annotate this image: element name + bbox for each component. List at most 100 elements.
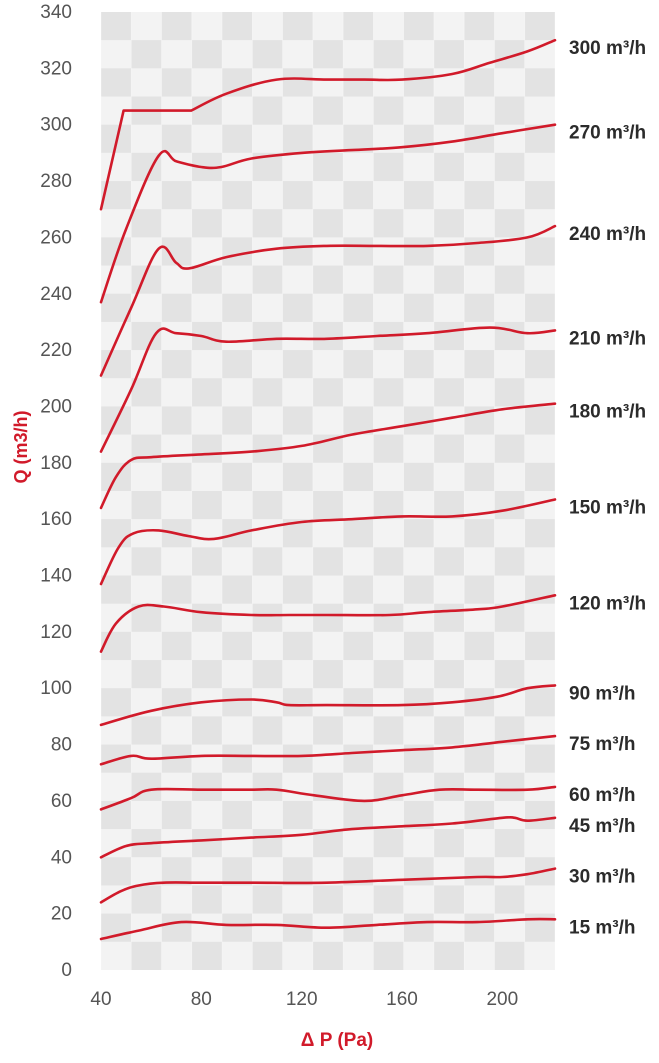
grid-cell [403,96,434,125]
grid-cell [343,744,374,773]
grid-cell [191,885,223,914]
grid-cell [161,152,192,182]
grid-cell [343,800,374,830]
grid-cell [403,603,434,632]
grid-cell [252,575,283,604]
grid-cell [252,941,283,970]
grid-cell [494,124,525,153]
grid-cell [282,744,313,773]
grid-cell [373,941,404,970]
grid-cell [101,800,132,830]
grid-cell [312,744,344,773]
grid-cell [464,181,495,210]
grid-cell [222,40,253,69]
grid-cell [222,829,253,858]
grid-cell [403,772,434,801]
grid-cell [312,631,344,661]
series-label: 210 m³/h [569,328,646,349]
grid-cell [494,603,525,632]
grid-cell [494,744,525,773]
grid-cell [464,96,495,125]
grid-cell [403,237,434,266]
grid-cell [524,631,555,661]
grid-cell [161,575,192,604]
grid-cell [191,744,223,773]
grid-cell [252,913,283,942]
grid-cell [252,265,283,294]
grid-cell [161,660,192,689]
series-label: 45 m³/h [569,816,636,837]
grid-cell [373,913,404,942]
grid-cell [161,885,192,914]
grid-cell [222,913,253,942]
grid-cell [222,265,253,294]
grid-cell [282,40,313,69]
x-tick-label: 120 [286,989,318,1010]
grid-cell [403,885,434,914]
grid-cell [252,124,283,153]
grid-cell [524,152,555,182]
grid-cell [161,321,192,351]
grid-cell [282,378,313,407]
grid-cell [312,181,344,210]
grid-cell [494,350,525,379]
grid-cell [524,181,555,210]
grid-cell [464,293,495,322]
grid-cell [433,519,465,548]
grid-cell [282,293,313,322]
grid-cell [464,40,495,69]
grid-cell [282,321,313,351]
x-axis-title: Δ P (Pa) [301,1030,373,1051]
grid-cell [222,293,253,322]
grid-cell [494,181,525,210]
grid-cell [343,547,374,576]
grid-cell [101,603,132,632]
grid-cell [101,688,132,717]
grid-cell [343,378,374,407]
series-line [99,785,557,811]
grid-cell [373,40,404,69]
grid-cell [524,800,555,830]
y-tick-label: 180 [40,453,72,474]
grid-cell [252,660,283,689]
grid-cell [191,40,223,69]
grid-cell [101,12,132,41]
grid-cell [464,152,495,182]
grid-cell [101,152,132,182]
grid-cell [312,40,344,69]
grid-cell [433,857,465,886]
grid-cell [222,12,253,41]
grid-cell [403,68,434,97]
y-tick-label: 220 [40,340,72,361]
grid-cell [252,40,283,69]
grid-cell [161,12,192,41]
grid-cell [252,603,283,632]
grid-cell [222,688,253,717]
grid-cell [373,519,404,548]
grid-cell [282,12,313,41]
series-line [99,326,557,453]
grid-cell [312,603,344,632]
grid-cell [252,829,283,858]
grid-cell [373,603,404,632]
grid-cell [373,350,404,379]
grid-cell [494,378,525,407]
grid-cell [282,152,313,182]
grid-cell [191,913,223,942]
grid-cell [161,800,192,830]
grid-cell [343,660,374,689]
grid-cell [524,462,555,491]
grid-cell [161,547,192,576]
series-label: 15 m³/h [569,917,636,938]
grid-cell [494,265,525,294]
grid-cell [282,406,313,435]
grid-cell [433,152,465,182]
grid-cell [373,575,404,604]
grid-cell [433,12,465,41]
grid-cell [464,688,495,717]
grid-cell [433,124,465,153]
grid-cell [403,462,434,491]
x-tick-label: 200 [486,989,518,1010]
grid-cell [343,885,374,914]
grid-cell [373,434,404,463]
